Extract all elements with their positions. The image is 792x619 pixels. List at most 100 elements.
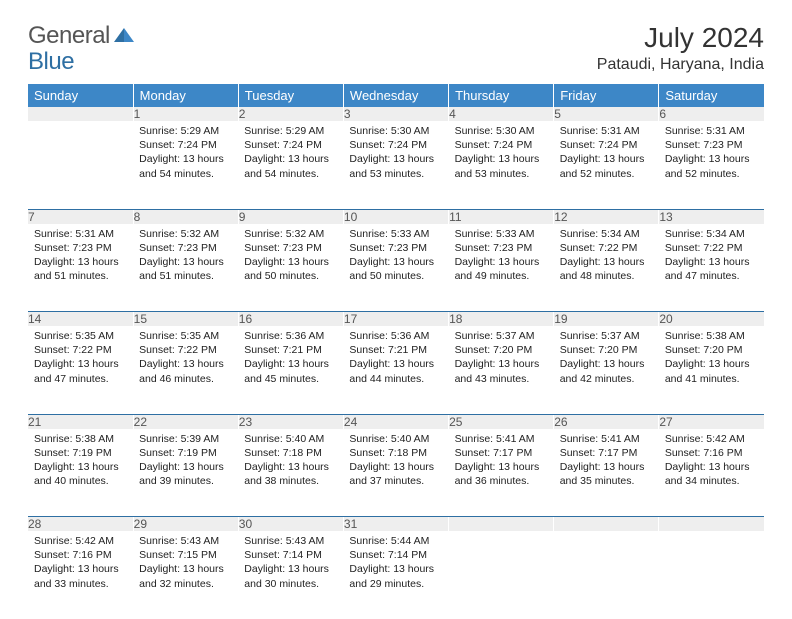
day-content-row: Sunrise: 5:35 AMSunset: 7:22 PMDaylight:… <box>28 326 764 414</box>
day-content: Sunrise: 5:35 AMSunset: 7:22 PMDaylight:… <box>28 326 133 392</box>
day-number-row: 14151617181920 <box>28 312 764 327</box>
day-line: Daylight: 13 hours and 42 minutes. <box>560 357 653 385</box>
day-line: Sunrise: 5:37 AM <box>560 329 653 343</box>
day-number: 1 <box>133 107 238 121</box>
day-line: Sunset: 7:14 PM <box>244 548 337 562</box>
header: General July 2024 Pataudi, Haryana, Indi… <box>28 22 764 74</box>
day-line: Sunset: 7:23 PM <box>34 241 127 255</box>
day-line: Daylight: 13 hours and 48 minutes. <box>560 255 653 283</box>
day-line: Daylight: 13 hours and 33 minutes. <box>34 562 127 590</box>
day-number <box>449 517 554 532</box>
day-number: 26 <box>554 414 659 429</box>
day-cell: Sunrise: 5:32 AMSunset: 7:23 PMDaylight:… <box>133 224 238 312</box>
day-cell: Sunrise: 5:34 AMSunset: 7:22 PMDaylight:… <box>659 224 764 312</box>
day-number: 7 <box>28 209 133 224</box>
day-line: Sunrise: 5:31 AM <box>665 124 758 138</box>
calendar-table: SundayMondayTuesdayWednesdayThursdayFrid… <box>28 84 764 619</box>
day-line: Sunrise: 5:36 AM <box>349 329 442 343</box>
day-content: Sunrise: 5:37 AMSunset: 7:20 PMDaylight:… <box>554 326 659 392</box>
day-line: Sunset: 7:16 PM <box>34 548 127 562</box>
day-content: Sunrise: 5:40 AMSunset: 7:18 PMDaylight:… <box>238 429 343 495</box>
day-line: Daylight: 13 hours and 53 minutes. <box>349 152 442 180</box>
day-number: 17 <box>343 312 448 327</box>
day-line: Daylight: 13 hours and 51 minutes. <box>139 255 232 283</box>
day-line: Sunrise: 5:40 AM <box>349 432 442 446</box>
day-line: Sunset: 7:22 PM <box>34 343 127 357</box>
day-line: Sunset: 7:24 PM <box>139 138 232 152</box>
day-cell: Sunrise: 5:42 AMSunset: 7:16 PMDaylight:… <box>659 429 764 517</box>
day-number <box>659 517 764 532</box>
day-line: Sunrise: 5:34 AM <box>665 227 758 241</box>
day-line: Sunrise: 5:44 AM <box>349 534 442 548</box>
day-cell: Sunrise: 5:38 AMSunset: 7:19 PMDaylight:… <box>28 429 133 517</box>
day-line: Daylight: 13 hours and 54 minutes. <box>139 152 232 180</box>
day-header: Saturday <box>659 84 764 107</box>
day-content: Sunrise: 5:29 AMSunset: 7:24 PMDaylight:… <box>238 121 343 187</box>
day-content: Sunrise: 5:41 AMSunset: 7:17 PMDaylight:… <box>449 429 554 495</box>
day-line: Daylight: 13 hours and 49 minutes. <box>455 255 548 283</box>
day-cell: Sunrise: 5:43 AMSunset: 7:14 PMDaylight:… <box>238 531 343 619</box>
day-line: Sunset: 7:24 PM <box>244 138 337 152</box>
day-line: Sunset: 7:23 PM <box>665 138 758 152</box>
day-cell: Sunrise: 5:41 AMSunset: 7:17 PMDaylight:… <box>554 429 659 517</box>
day-line: Daylight: 13 hours and 34 minutes. <box>665 460 758 488</box>
day-content: Sunrise: 5:43 AMSunset: 7:15 PMDaylight:… <box>133 531 238 597</box>
day-number: 16 <box>238 312 343 327</box>
day-line: Sunset: 7:24 PM <box>455 138 548 152</box>
day-content <box>449 531 554 540</box>
day-content: Sunrise: 5:38 AMSunset: 7:19 PMDaylight:… <box>28 429 133 495</box>
day-content: Sunrise: 5:33 AMSunset: 7:23 PMDaylight:… <box>343 224 448 290</box>
day-line: Daylight: 13 hours and 47 minutes. <box>34 357 127 385</box>
day-content: Sunrise: 5:31 AMSunset: 7:23 PMDaylight:… <box>659 121 764 187</box>
page-title: July 2024 <box>597 22 764 54</box>
day-cell: Sunrise: 5:40 AMSunset: 7:18 PMDaylight:… <box>343 429 448 517</box>
day-cell: Sunrise: 5:32 AMSunset: 7:23 PMDaylight:… <box>238 224 343 312</box>
day-line: Sunrise: 5:31 AM <box>34 227 127 241</box>
day-line: Sunrise: 5:37 AM <box>455 329 548 343</box>
title-block: July 2024 Pataudi, Haryana, India <box>597 22 764 74</box>
day-number: 8 <box>133 209 238 224</box>
day-line: Daylight: 13 hours and 37 minutes. <box>349 460 442 488</box>
day-line: Sunrise: 5:35 AM <box>34 329 127 343</box>
day-cell: Sunrise: 5:33 AMSunset: 7:23 PMDaylight:… <box>449 224 554 312</box>
day-header: Wednesday <box>343 84 448 107</box>
day-line: Sunset: 7:23 PM <box>139 241 232 255</box>
day-line: Sunrise: 5:42 AM <box>665 432 758 446</box>
day-line: Sunset: 7:18 PM <box>244 446 337 460</box>
day-content: Sunrise: 5:35 AMSunset: 7:22 PMDaylight:… <box>133 326 238 392</box>
day-content: Sunrise: 5:39 AMSunset: 7:19 PMDaylight:… <box>133 429 238 495</box>
day-line: Sunrise: 5:38 AM <box>34 432 127 446</box>
day-line: Sunrise: 5:32 AM <box>139 227 232 241</box>
day-line: Sunset: 7:14 PM <box>349 548 442 562</box>
day-line: Sunrise: 5:38 AM <box>665 329 758 343</box>
day-line: Daylight: 13 hours and 36 minutes. <box>455 460 548 488</box>
day-number: 10 <box>343 209 448 224</box>
day-line: Sunset: 7:20 PM <box>665 343 758 357</box>
calendar-head: SundayMondayTuesdayWednesdayThursdayFrid… <box>28 84 764 107</box>
day-line: Sunset: 7:22 PM <box>560 241 653 255</box>
day-cell: Sunrise: 5:30 AMSunset: 7:24 PMDaylight:… <box>449 121 554 209</box>
day-line: Daylight: 13 hours and 46 minutes. <box>139 357 232 385</box>
day-line: Daylight: 13 hours and 50 minutes. <box>349 255 442 283</box>
day-content: Sunrise: 5:37 AMSunset: 7:20 PMDaylight:… <box>449 326 554 392</box>
day-line: Daylight: 13 hours and 44 minutes. <box>349 357 442 385</box>
day-line: Daylight: 13 hours and 53 minutes. <box>455 152 548 180</box>
day-content: Sunrise: 5:42 AMSunset: 7:16 PMDaylight:… <box>28 531 133 597</box>
day-content-row: Sunrise: 5:38 AMSunset: 7:19 PMDaylight:… <box>28 429 764 517</box>
day-line: Sunset: 7:23 PM <box>244 241 337 255</box>
day-line: Daylight: 13 hours and 30 minutes. <box>244 562 337 590</box>
day-content: Sunrise: 5:41 AMSunset: 7:17 PMDaylight:… <box>554 429 659 495</box>
day-content: Sunrise: 5:36 AMSunset: 7:21 PMDaylight:… <box>238 326 343 392</box>
day-content: Sunrise: 5:44 AMSunset: 7:14 PMDaylight:… <box>343 531 448 597</box>
day-cell: Sunrise: 5:39 AMSunset: 7:19 PMDaylight:… <box>133 429 238 517</box>
day-cell: Sunrise: 5:41 AMSunset: 7:17 PMDaylight:… <box>449 429 554 517</box>
day-line: Daylight: 13 hours and 52 minutes. <box>665 152 758 180</box>
day-number: 24 <box>343 414 448 429</box>
day-line: Sunset: 7:22 PM <box>139 343 232 357</box>
day-number-row: 78910111213 <box>28 209 764 224</box>
day-line: Daylight: 13 hours and 50 minutes. <box>244 255 337 283</box>
day-cell <box>554 531 659 619</box>
day-content: Sunrise: 5:31 AMSunset: 7:24 PMDaylight:… <box>554 121 659 187</box>
logo-text-b: Blue <box>28 48 74 75</box>
day-content: Sunrise: 5:30 AMSunset: 7:24 PMDaylight:… <box>343 121 448 187</box>
